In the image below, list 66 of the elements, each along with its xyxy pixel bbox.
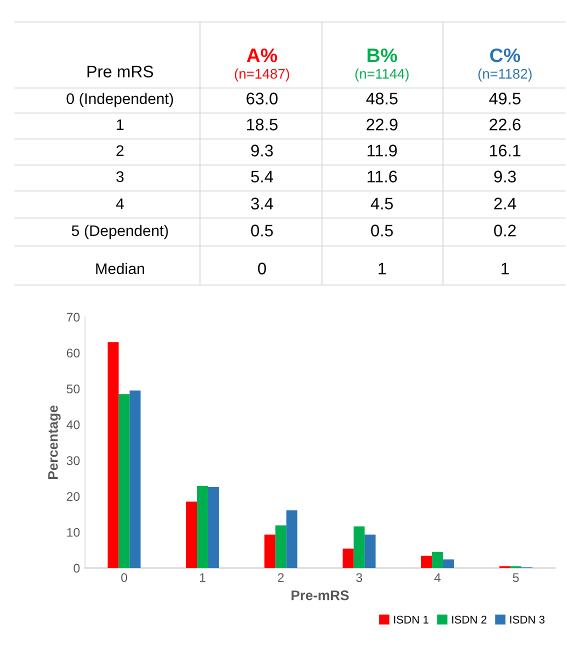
y-tick-label: 60 — [66, 348, 80, 358]
y-tick-label: 50 — [66, 384, 80, 394]
x-axis-title: Pre-mRS — [292, 590, 349, 600]
bar — [208, 486, 219, 568]
text: 0.5 — [251, 224, 273, 236]
bar — [286, 510, 298, 568]
text: 2.4 — [494, 198, 516, 210]
x-tick-label: 1 — [200, 573, 206, 582]
text: 63.0 — [246, 92, 278, 104]
bar — [432, 552, 443, 568]
y-tick-label: 40 — [66, 420, 80, 430]
x-tick-label: 5 — [512, 573, 519, 582]
text: 1 — [502, 262, 509, 274]
bar — [186, 502, 198, 568]
text: 2 — [116, 145, 124, 156]
bar — [442, 559, 454, 568]
text: 4.5 — [370, 198, 393, 210]
text: 48.5 — [366, 92, 398, 104]
legend-label: ISDN 2 — [452, 616, 486, 624]
text: 1 — [378, 262, 386, 274]
bar — [364, 534, 376, 568]
text: 1 — [116, 119, 124, 130]
text: 5 (Dependent) — [72, 224, 168, 240]
text: 0 (Independent) — [66, 92, 173, 108]
y-tick-label: 10 — [67, 528, 80, 537]
text: 0 — [258, 262, 266, 274]
text: 22.6 — [490, 118, 520, 130]
text: 0.5 — [371, 224, 393, 236]
text: 3 — [116, 171, 124, 182]
text: A% (n=1487) — [234, 48, 290, 82]
text: 9.3 — [494, 170, 516, 182]
text: 16.1 — [490, 144, 520, 156]
x-tick-label: 3 — [356, 573, 362, 582]
bar — [421, 556, 432, 568]
text: 4 — [116, 198, 124, 209]
text: Pre mRS — [88, 66, 154, 78]
x-tick-label: 4 — [434, 573, 441, 582]
bar — [108, 342, 119, 568]
text: 49.5 — [489, 92, 521, 104]
legend-label: ISDN 3 — [510, 616, 545, 624]
y-axis-title: Percentage — [48, 406, 61, 480]
legend-label: ISDN 1 — [394, 616, 428, 624]
text: 0.2 — [494, 224, 516, 236]
y-tick-label: 20 — [66, 492, 80, 501]
text: 18.5 — [247, 118, 278, 130]
text: B% (n=1144) — [355, 48, 409, 82]
bar — [354, 526, 365, 568]
bar — [264, 534, 276, 568]
x-tick-label: 0 — [121, 573, 128, 582]
text: 5.4 — [251, 170, 274, 182]
text: C% (n=1182) — [478, 48, 532, 82]
y-tick-label: 70 — [66, 312, 80, 322]
text: 11.9 — [368, 144, 397, 156]
bar — [342, 548, 354, 568]
text: 9.3 — [251, 144, 273, 156]
text: 22.9 — [366, 118, 398, 130]
x-tick-label: 2 — [278, 573, 284, 582]
bar — [130, 390, 141, 568]
text: Median — [96, 262, 144, 274]
bar — [197, 486, 208, 568]
text: 11.6 — [368, 170, 397, 182]
bar — [275, 525, 286, 568]
y-tick-label: 0 — [74, 564, 80, 573]
bar — [118, 394, 130, 568]
y-tick-label: 30 — [66, 456, 80, 466]
text: 3.4 — [251, 198, 274, 210]
